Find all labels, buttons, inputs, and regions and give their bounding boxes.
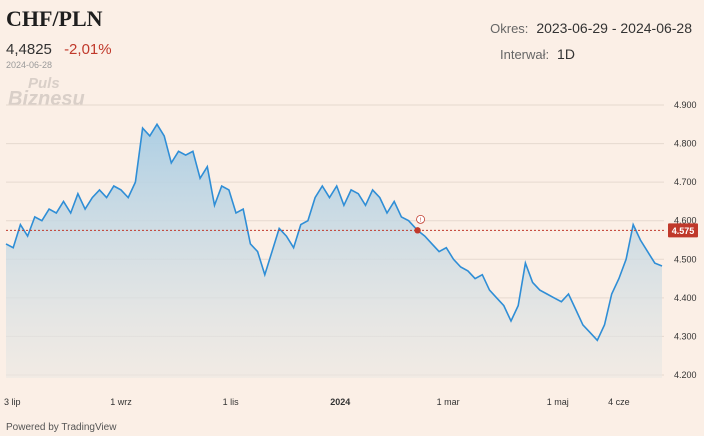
interval-label: Interwał: <box>500 47 550 62</box>
x-tick-label: 1 maj <box>547 397 569 407</box>
price-badge: 4.575 <box>668 223 698 238</box>
period-range: Okres: 2023-06-29 - 2024-06-28 <box>490 20 692 36</box>
period-value: 2023-06-29 - 2024-06-28 <box>536 20 692 36</box>
interval-value: 1D <box>557 46 575 62</box>
series-area <box>6 124 662 378</box>
alert-icon-glyph: ! <box>420 218 422 224</box>
price-change: -2,01% <box>64 41 112 58</box>
y-tick-label: 4.800 <box>674 139 697 149</box>
y-tick-label: 4.200 <box>674 370 697 380</box>
tradingview-credit[interactable]: Powered by TradingView <box>6 422 117 433</box>
x-tick-label: 4 cze <box>608 397 630 407</box>
price-badge-label: 4.575 <box>672 226 695 236</box>
puls-biznesu-logo: Puls Biznesu <box>8 75 85 110</box>
price-row: 4,4825 -2,01% <box>6 41 112 58</box>
x-axis: 3 lip 1 wrz 1 lis 2024 1 mar 1 maj 4 cze <box>4 397 630 407</box>
logo-line-1: Puls <box>28 75 60 92</box>
y-tick-label: 4.900 <box>674 100 697 110</box>
period-label: Okres: <box>490 21 529 36</box>
x-tick-label: 1 mar <box>437 397 460 407</box>
y-tick-label: 4.300 <box>674 331 697 341</box>
x-tick-label: 2024 <box>330 397 350 407</box>
y-tick-label: 4.600 <box>674 216 697 226</box>
y-tick-label: 4.500 <box>674 254 697 264</box>
alert-icon[interactable] <box>416 214 425 224</box>
marker-dot[interactable] <box>414 227 421 234</box>
y-tick-label: 4.400 <box>674 293 697 303</box>
interval: Interwał: 1D <box>500 46 575 62</box>
x-tick-label: 1 lis <box>223 397 240 407</box>
y-tick-label: 4.700 <box>674 177 697 187</box>
x-tick-label: 1 wrz <box>110 397 132 407</box>
chart-title: CHF/PLN <box>6 6 103 31</box>
logo-line-2: Biznesu <box>8 87 85 110</box>
series-line <box>5 122 663 342</box>
event-marker[interactable]: ! <box>414 214 425 234</box>
last-price: 4,4825 <box>6 41 52 58</box>
price-badge-bg <box>668 223 698 238</box>
y-axis: 4.200 4.300 4.400 4.500 4.600 4.700 4.800 4.900 <box>674 100 697 380</box>
price-date: 2024-06-28 <box>6 60 53 70</box>
x-tick-label: 3 lip <box>4 397 21 407</box>
